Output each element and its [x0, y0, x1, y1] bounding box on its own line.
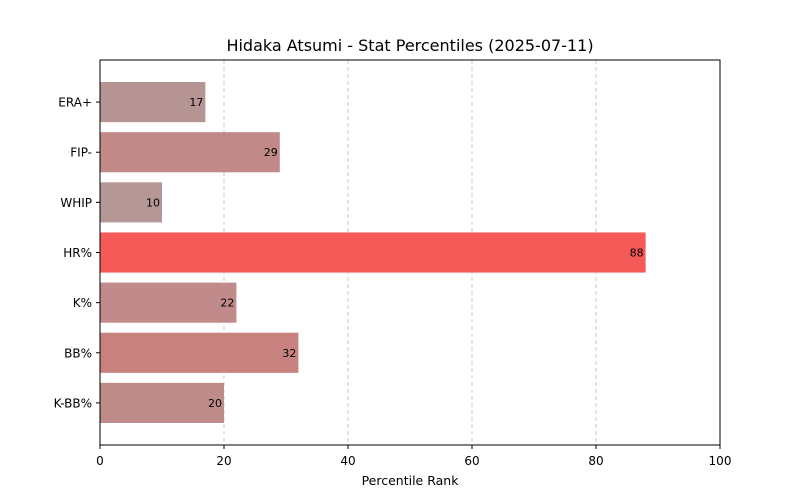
chart-title: Hidaka Atsumi - Stat Percentiles (2025-0…: [226, 36, 593, 55]
data-label: 22: [220, 297, 234, 310]
y-tick-label: HR%: [63, 246, 92, 260]
data-label: 17: [189, 96, 203, 109]
x-tick-label: 40: [340, 454, 355, 468]
x-axis-label: Percentile Rank: [362, 473, 460, 488]
bar: [100, 132, 280, 173]
bar: [100, 82, 206, 123]
y-tick-label: K-BB%: [54, 396, 92, 410]
bar: [100, 232, 646, 273]
x-tick-label: 0: [96, 454, 104, 468]
bar: [100, 382, 224, 423]
x-tick-label: 100: [709, 454, 732, 468]
data-label: 32: [282, 347, 296, 360]
data-labels: 17 29 10 88 22 32 20: [146, 96, 644, 410]
y-tick-label: FIP-: [70, 146, 92, 160]
y-axis-ticks: ERA+ FIP- WHIP HR% K% BB% K-BB%: [54, 96, 100, 410]
y-tick-label: ERA+: [58, 96, 92, 110]
bar: [100, 182, 162, 223]
x-tick-label: 20: [216, 454, 231, 468]
x-tick-label: 60: [464, 454, 479, 468]
data-label: 29: [264, 146, 278, 159]
x-tick-label: 80: [588, 454, 603, 468]
x-axis-ticks: 0 20 40 60 80 100: [96, 445, 731, 468]
data-label: 88: [630, 247, 644, 260]
bar: [100, 332, 299, 373]
bar: [100, 282, 237, 323]
y-tick-label: K%: [73, 296, 92, 310]
y-tick-label: BB%: [64, 346, 92, 360]
y-tick-label: WHIP: [60, 196, 92, 210]
data-label: 10: [146, 196, 160, 209]
bars: [100, 82, 646, 423]
data-label: 20: [208, 397, 222, 410]
